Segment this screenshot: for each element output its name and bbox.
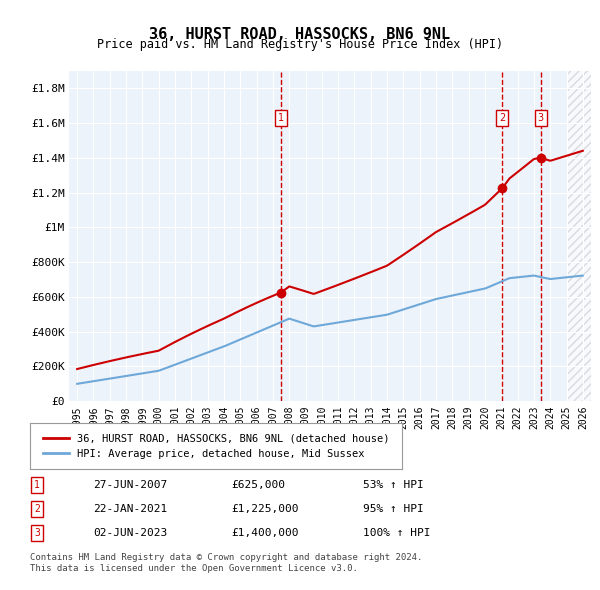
- Text: £1,400,000: £1,400,000: [231, 529, 299, 538]
- Text: 02-JUN-2023: 02-JUN-2023: [93, 529, 167, 538]
- Legend: 36, HURST ROAD, HASSOCKS, BN6 9NL (detached house), HPI: Average price, detached: 36, HURST ROAD, HASSOCKS, BN6 9NL (detac…: [39, 430, 394, 463]
- Text: 1: 1: [34, 480, 40, 490]
- Text: 95% ↑ HPI: 95% ↑ HPI: [363, 504, 424, 514]
- Text: 53% ↑ HPI: 53% ↑ HPI: [363, 480, 424, 490]
- Text: 1: 1: [278, 113, 284, 123]
- Text: 3: 3: [538, 113, 544, 123]
- Text: 27-JUN-2007: 27-JUN-2007: [93, 480, 167, 490]
- Text: 36, HURST ROAD, HASSOCKS, BN6 9NL: 36, HURST ROAD, HASSOCKS, BN6 9NL: [149, 27, 451, 41]
- Text: 100% ↑ HPI: 100% ↑ HPI: [363, 529, 431, 538]
- Text: Price paid vs. HM Land Registry's House Price Index (HPI): Price paid vs. HM Land Registry's House …: [97, 38, 503, 51]
- Text: This data is licensed under the Open Government Licence v3.0.: This data is licensed under the Open Gov…: [30, 565, 358, 573]
- Text: £625,000: £625,000: [231, 480, 285, 490]
- Text: £1,225,000: £1,225,000: [231, 504, 299, 514]
- Text: 22-JAN-2021: 22-JAN-2021: [93, 504, 167, 514]
- Text: 2: 2: [34, 504, 40, 514]
- Text: 3: 3: [34, 529, 40, 538]
- Text: Contains HM Land Registry data © Crown copyright and database right 2024.: Contains HM Land Registry data © Crown c…: [30, 553, 422, 562]
- Text: 2: 2: [499, 113, 505, 123]
